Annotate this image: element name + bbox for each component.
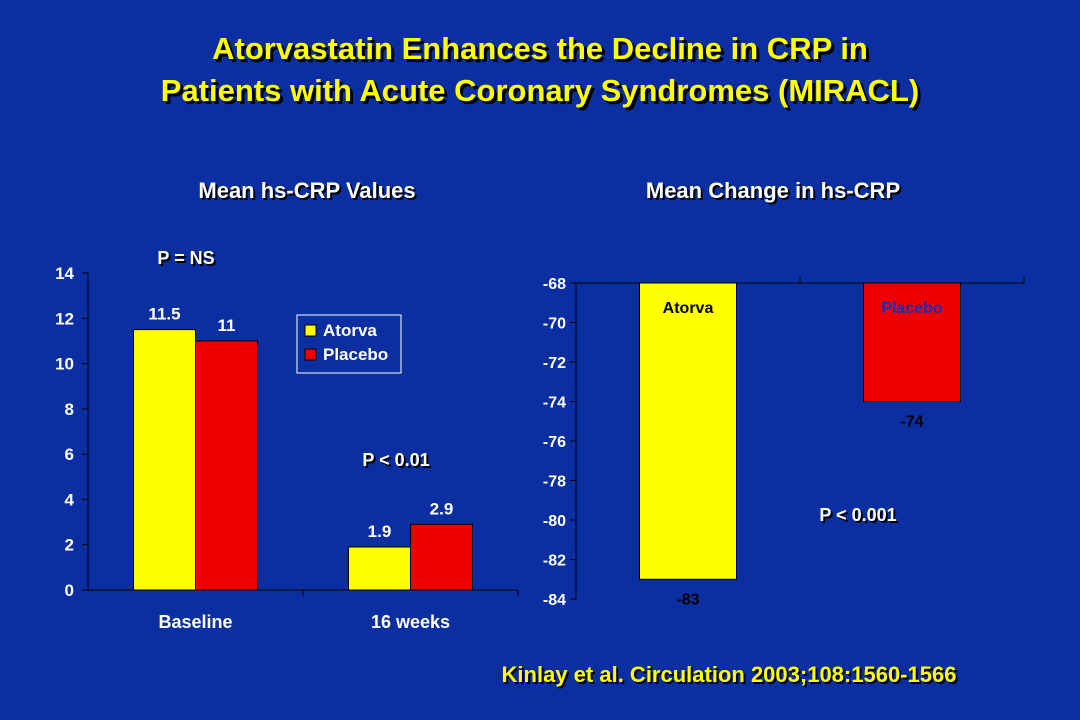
bar-placebo — [195, 340, 258, 591]
y-tick-label: -80 — [543, 513, 566, 530]
category-label: 16 weeks — [371, 612, 450, 632]
data-label: 1.9 — [368, 522, 392, 541]
y-tick-label: -84 — [543, 592, 566, 609]
y-tick-label: 6 — [65, 445, 74, 464]
y-tick-label: -74 — [543, 395, 566, 412]
p-value-16-weeks: P < 0.01 — [362, 450, 430, 470]
y-tick-label: -72 — [543, 355, 566, 372]
y-tick-label: -78 — [543, 474, 566, 491]
y-tick-label: 12 — [55, 309, 74, 328]
y-tick-label: -76 — [543, 434, 566, 451]
data-label: 2.9 — [430, 499, 454, 518]
p-value-baseline: P = NS — [157, 248, 215, 268]
bar-placebo — [863, 282, 961, 402]
y-tick-label: 0 — [65, 581, 74, 600]
slide-title: Atorvastatin Enhances the Decline in CRP… — [0, 28, 1080, 112]
category-label: Placebo — [881, 300, 943, 317]
bar-atorva — [348, 546, 411, 591]
legend-swatch-placebo — [304, 348, 317, 361]
p-value-change: P < 0.001 — [819, 505, 897, 525]
right-chart: -84 -82 -80 -78 -76 -74 -72 -70 -68 Atorva -83 Plac… — [543, 276, 1025, 609]
legend-swatch-atorva — [304, 324, 317, 337]
data-label: 11 — [218, 316, 236, 335]
category-label: Atorva — [663, 300, 714, 317]
data-label: 11.5 — [148, 305, 180, 324]
legend-box — [296, 314, 402, 374]
right-chart-title: Mean Change in hs-CRP — [645, 178, 901, 203]
left-chart-title: Mean hs-CRP Values — [198, 178, 416, 203]
y-tick-label: -70 — [543, 316, 566, 333]
left-chart: 0 2 4 6 8 10 12 14 11.5 11 Baseline 1.9 2.9 16 weeks A… — [55, 264, 519, 632]
data-label: -74 — [900, 414, 923, 431]
data-label: -83 — [676, 591, 699, 608]
citation: Kinlay et al. Circulation 2003;108:1560-… — [501, 662, 957, 687]
y-tick-label: 4 — [65, 490, 75, 509]
y-tick-label: -82 — [543, 553, 566, 570]
legend-label-atorva: Atorva — [323, 321, 377, 340]
title-line-2: Patients with Acute Coronary Syndromes (… — [160, 73, 920, 108]
y-tick-label: 14 — [55, 264, 74, 283]
bar-atorva — [133, 329, 196, 591]
y-tick-label: -68 — [543, 276, 566, 293]
bar-placebo — [410, 523, 473, 591]
y-tick-label: 8 — [65, 400, 74, 419]
category-label: Baseline — [158, 612, 232, 632]
title-line-1: Atorvastatin Enhances the Decline in CRP… — [212, 31, 868, 66]
y-tick-label: 10 — [55, 355, 74, 374]
bar-atorva — [639, 282, 737, 580]
y-tick-label: 2 — [65, 536, 74, 555]
legend-label-placebo: Placebo — [323, 345, 388, 364]
